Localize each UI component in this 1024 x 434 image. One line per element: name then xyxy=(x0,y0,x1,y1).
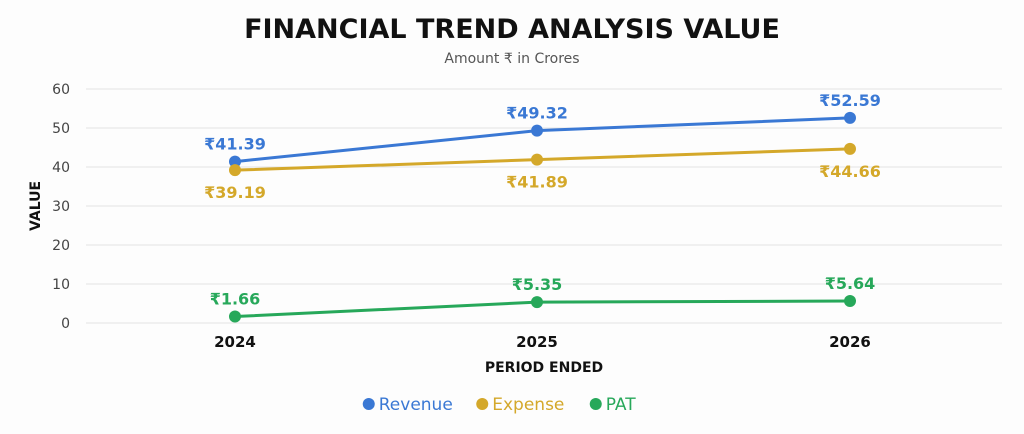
chart-title: FINANCIAL TREND ANALYSIS VALUE xyxy=(244,14,780,45)
series-pat: ₹1.66 ₹5.35 ₹5.64 xyxy=(210,274,876,323)
data-label-pat: ₹5.35 xyxy=(512,275,563,294)
y-tick-label: 0 xyxy=(61,316,70,332)
data-point-revenue xyxy=(844,111,856,124)
data-label-expense: ₹41.89 xyxy=(506,173,568,192)
data-label-pat: ₹5.64 xyxy=(825,274,876,293)
legend-label: PAT xyxy=(606,395,636,415)
data-point-pat xyxy=(844,295,856,308)
legend-label: Expense xyxy=(492,395,564,415)
data-point-pat xyxy=(531,296,543,309)
data-point-revenue xyxy=(229,155,241,168)
y-axis-ticks: 0 10 20 30 40 50 60 xyxy=(52,82,70,332)
legend-item-revenue[interactable]: Revenue xyxy=(362,395,453,415)
data-label-revenue: ₹41.39 xyxy=(204,135,266,154)
y-tick-label: 10 xyxy=(52,277,70,293)
data-label-expense: ₹44.66 xyxy=(819,162,881,181)
series-group: ₹41.39 ₹49.32 ₹52.59 ₹39.19 ₹41.89 ₹44.66 ₹1.6… xyxy=(204,91,881,323)
x-axis-title: PERIOD ENDED xyxy=(485,360,603,376)
data-point-expense xyxy=(229,164,241,177)
data-point-revenue xyxy=(531,124,543,137)
y-axis-title: VALUE xyxy=(28,181,44,231)
legend-marker xyxy=(476,398,489,410)
legend-item-pat[interactable]: PAT xyxy=(589,395,636,415)
data-label-revenue: ₹52.59 xyxy=(819,91,881,110)
x-tick-label: 2026 xyxy=(829,333,871,351)
y-tick-label: 30 xyxy=(52,199,70,215)
series-line-revenue xyxy=(233,116,852,164)
legend-marker xyxy=(589,398,602,410)
legend-item-expense[interactable]: Expense xyxy=(476,395,564,415)
chart-subtitle: Amount ₹ in Crores xyxy=(444,51,579,67)
data-label-revenue: ₹49.32 xyxy=(506,104,568,123)
data-label-expense: ₹39.19 xyxy=(204,183,266,202)
y-tick-label: 60 xyxy=(52,82,70,98)
series-revenue: ₹41.39 ₹49.32 ₹52.59 xyxy=(204,91,881,168)
data-point-expense xyxy=(844,142,856,155)
x-tick-label: 2024 xyxy=(214,333,256,351)
x-tick-label: 2025 xyxy=(516,333,558,351)
series-expense: ₹39.19 ₹41.89 ₹44.66 xyxy=(204,142,881,202)
data-point-expense xyxy=(531,153,543,166)
y-tick-label: 40 xyxy=(52,160,70,176)
data-point-pat xyxy=(229,310,241,323)
data-label-pat: ₹1.66 xyxy=(210,290,261,309)
y-tick-label: 50 xyxy=(52,121,70,137)
legend-marker xyxy=(362,398,375,410)
legend-label: Revenue xyxy=(379,395,453,415)
y-tick-label: 20 xyxy=(52,238,70,254)
x-axis-ticks: 2024 2025 2026 xyxy=(214,333,871,351)
legend: Revenue Expense PAT xyxy=(362,395,636,415)
